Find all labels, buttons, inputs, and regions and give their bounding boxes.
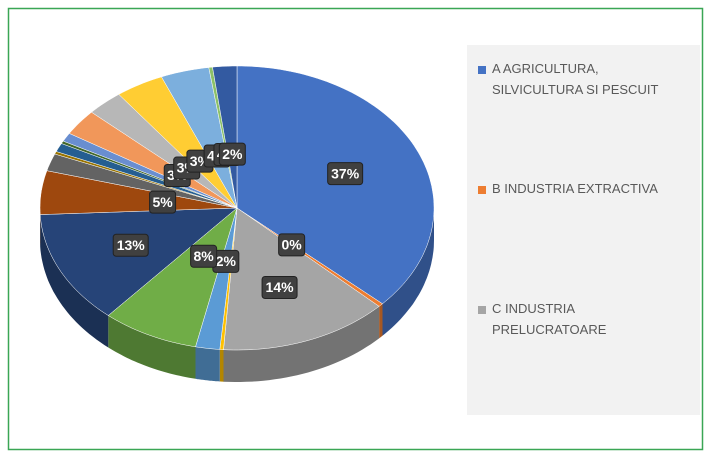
pie-side	[220, 350, 224, 382]
legend-swatch	[478, 66, 486, 74]
data-label: 0%	[282, 237, 303, 253]
legend-entry: B INDUSTRIA EXTRACTIVA	[478, 181, 658, 196]
data-label: 8%	[194, 248, 215, 264]
data-label: 2%	[222, 146, 243, 162]
data-label: 13%	[117, 237, 146, 253]
legend-panel	[467, 45, 700, 415]
pie-side	[196, 347, 220, 382]
legend-swatch	[478, 306, 486, 314]
legend-label: B INDUSTRIA EXTRACTIVA	[492, 181, 658, 196]
data-label: 14%	[266, 279, 295, 295]
data-label: 5%	[152, 194, 173, 210]
legend-swatch	[478, 186, 486, 194]
data-label: 2%	[216, 253, 237, 269]
data-label: 37%	[331, 165, 360, 181]
pie-side	[379, 304, 382, 339]
